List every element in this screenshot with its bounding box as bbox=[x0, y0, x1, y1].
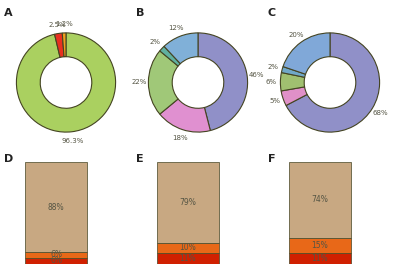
Text: 2%: 2% bbox=[150, 39, 161, 45]
Text: 6%: 6% bbox=[266, 79, 277, 85]
Text: 2.5%: 2.5% bbox=[48, 22, 66, 28]
Text: A: A bbox=[4, 8, 13, 18]
Text: 88%: 88% bbox=[48, 202, 64, 211]
Text: E: E bbox=[136, 154, 144, 164]
Wedge shape bbox=[164, 33, 198, 64]
Text: 5%: 5% bbox=[269, 98, 280, 104]
Bar bbox=[289, 238, 351, 253]
Text: 12%: 12% bbox=[169, 25, 184, 31]
Bar bbox=[289, 253, 351, 264]
Wedge shape bbox=[62, 33, 66, 57]
Text: 11%: 11% bbox=[180, 254, 196, 263]
Bar bbox=[157, 243, 219, 253]
Text: 15%: 15% bbox=[312, 241, 328, 250]
Text: 18%: 18% bbox=[172, 135, 188, 141]
Bar bbox=[25, 162, 87, 252]
Wedge shape bbox=[280, 73, 305, 91]
Wedge shape bbox=[54, 33, 64, 57]
Text: D: D bbox=[4, 154, 13, 164]
Text: 1.2%: 1.2% bbox=[55, 21, 73, 27]
Bar bbox=[289, 162, 351, 238]
Text: 74%: 74% bbox=[312, 196, 328, 204]
Bar bbox=[157, 162, 219, 243]
Text: 2%: 2% bbox=[268, 64, 279, 70]
Bar bbox=[25, 252, 87, 258]
Text: 6%: 6% bbox=[50, 250, 62, 259]
Bar bbox=[157, 253, 219, 264]
Text: 22%: 22% bbox=[132, 79, 147, 86]
Wedge shape bbox=[160, 99, 210, 132]
Text: 96.3%: 96.3% bbox=[62, 138, 84, 144]
Wedge shape bbox=[286, 33, 380, 132]
Text: 20%: 20% bbox=[288, 32, 304, 38]
Text: 68%: 68% bbox=[372, 110, 388, 116]
Text: B: B bbox=[136, 8, 144, 18]
Wedge shape bbox=[198, 33, 248, 131]
Wedge shape bbox=[16, 33, 116, 132]
Wedge shape bbox=[148, 51, 178, 114]
Wedge shape bbox=[160, 46, 180, 66]
Text: 79%: 79% bbox=[180, 198, 196, 207]
Text: 46%: 46% bbox=[248, 72, 264, 78]
Text: C: C bbox=[268, 8, 276, 18]
Text: 10%: 10% bbox=[180, 243, 196, 252]
Wedge shape bbox=[283, 33, 330, 74]
Text: 6%: 6% bbox=[50, 257, 62, 265]
Bar bbox=[25, 258, 87, 264]
Wedge shape bbox=[281, 87, 307, 106]
Text: 11%: 11% bbox=[312, 254, 328, 263]
Text: F: F bbox=[268, 154, 276, 164]
Wedge shape bbox=[282, 67, 306, 77]
